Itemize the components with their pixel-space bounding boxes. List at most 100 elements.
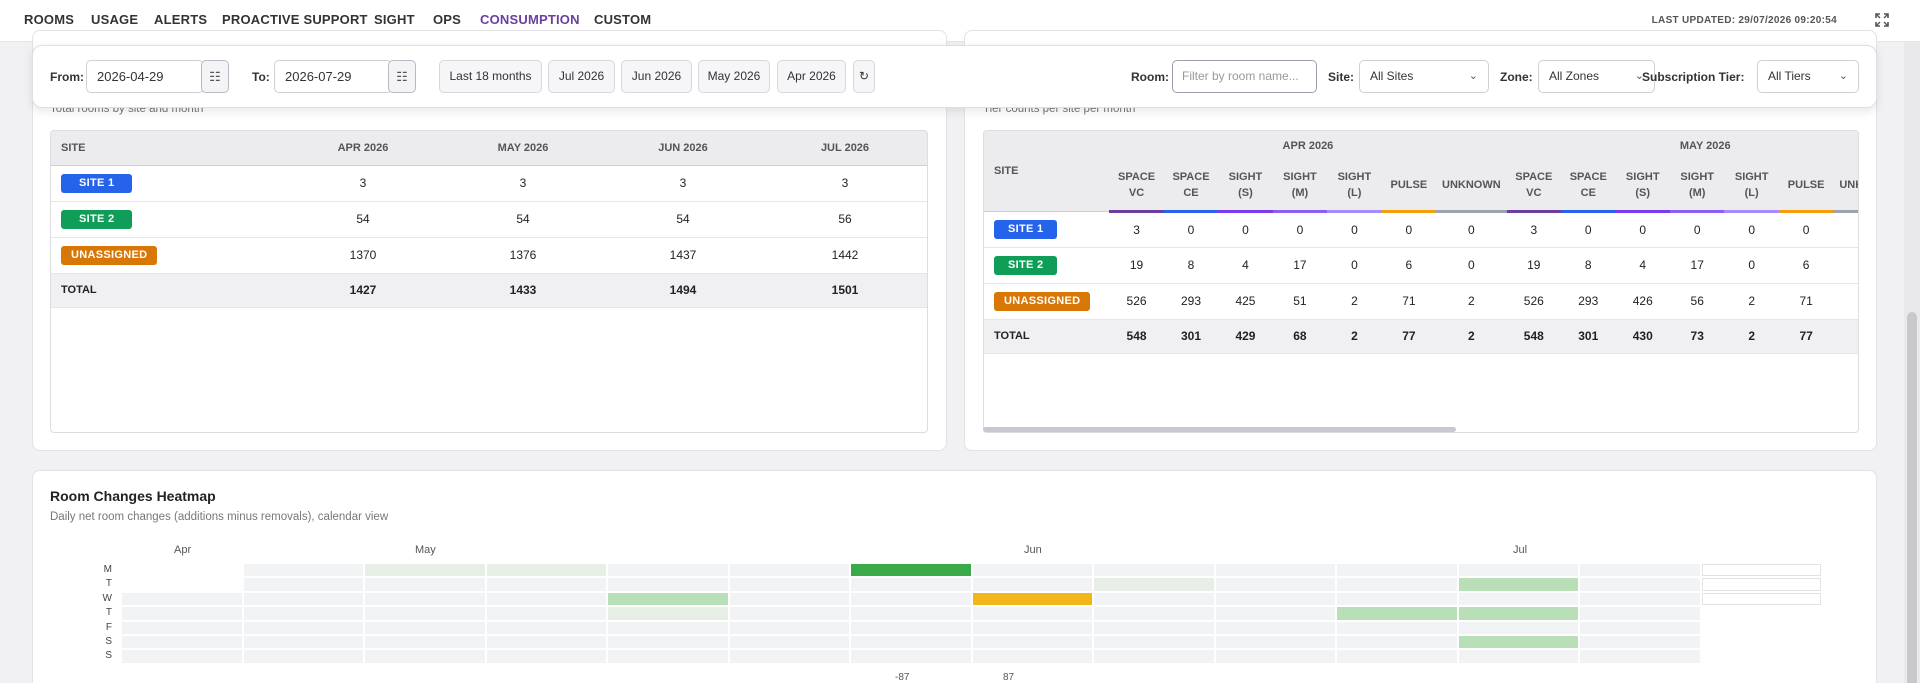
preset-jul-2026-button[interactable]: Jul 2026 [548, 60, 615, 93]
calendar-icon[interactable]: ☷ [388, 60, 416, 93]
heatmap-cell[interactable] [1580, 636, 1700, 649]
heatmap-cell[interactable] [1215, 578, 1335, 591]
heatmap-cell[interactable] [1458, 636, 1578, 649]
refresh-icon[interactable]: ↻ [853, 60, 875, 93]
heatmap-cell[interactable] [1458, 592, 1578, 606]
zone-select[interactable]: All Zones ⌄ [1538, 60, 1655, 93]
heatmap-cell[interactable] [1458, 650, 1578, 663]
tier-select[interactable]: All Tiers ⌄ [1757, 60, 1859, 93]
heatmap-cell[interactable] [1701, 578, 1821, 591]
to-date-input[interactable]: 2026-07-29 [274, 60, 392, 93]
heatmap-cell[interactable] [1337, 621, 1457, 634]
heatmap-cell[interactable] [729, 592, 849, 606]
heatmap-cell[interactable] [1458, 564, 1578, 577]
heatmap-cell[interactable] [122, 636, 242, 649]
heatmap-cell[interactable] [972, 578, 1092, 591]
preset-apr-2026-button[interactable]: Apr 2026 [777, 60, 846, 93]
heatmap-cell[interactable] [122, 621, 242, 634]
tab-custom[interactable]: CUSTOM [594, 12, 652, 27]
preset-last-18-months-button[interactable]: Last 18 months [439, 60, 542, 93]
heatmap-cell[interactable] [486, 636, 606, 649]
heatmap-cell[interactable] [1094, 650, 1214, 663]
heatmap-cell[interactable] [1094, 607, 1214, 620]
heatmap-cell[interactable] [608, 592, 728, 606]
heatmap-cell[interactable] [729, 564, 849, 577]
heatmap-cell[interactable] [243, 607, 363, 620]
tab-alerts[interactable]: ALERTS [154, 12, 208, 27]
heatmap-cell[interactable] [365, 592, 485, 606]
heatmap-cell[interactable] [122, 650, 242, 663]
heatmap-cell[interactable] [365, 564, 485, 577]
heatmap-cell[interactable] [972, 592, 1092, 606]
heatmap-cell[interactable] [851, 650, 971, 663]
preset-may-2026-button[interactable]: May 2026 [698, 60, 770, 93]
heatmap-cell[interactable] [851, 592, 971, 606]
heatmap-cell[interactable] [608, 564, 728, 577]
heatmap-cell[interactable] [122, 607, 242, 620]
heatmap-cell[interactable] [729, 621, 849, 634]
heatmap-cell[interactable] [1337, 578, 1457, 591]
heatmap-cell[interactable] [486, 607, 606, 620]
heatmap-cell[interactable] [972, 607, 1092, 620]
room-filter-input[interactable]: Filter by room name... [1172, 60, 1317, 93]
heatmap-cell[interactable] [1215, 592, 1335, 606]
heatmap-cell[interactable] [972, 636, 1092, 649]
heatmap-cell[interactable] [1580, 650, 1700, 663]
heatmap-cell[interactable] [729, 578, 849, 591]
page-scrollbar[interactable] [1904, 42, 1920, 683]
from-date-input[interactable]: 2026-04-29 [86, 60, 204, 93]
heatmap-cell[interactable] [1701, 564, 1821, 577]
heatmap-cell[interactable] [729, 636, 849, 649]
heatmap-cell[interactable] [608, 650, 728, 663]
tab-sight[interactable]: SIGHT [374, 12, 415, 27]
heatmap-cell[interactable] [608, 607, 728, 620]
heatmap-cell[interactable] [729, 607, 849, 620]
heatmap-cell[interactable] [243, 578, 363, 591]
heatmap-cell[interactable] [1094, 636, 1214, 649]
heatmap-cell[interactable] [243, 636, 363, 649]
calendar-icon[interactable]: ☷ [201, 60, 229, 93]
heatmap-cell[interactable] [1458, 578, 1578, 591]
heatmap-cell[interactable] [365, 607, 485, 620]
heatmap-cell[interactable] [1580, 578, 1700, 591]
heatmap-cell[interactable] [365, 636, 485, 649]
heatmap-cell[interactable] [486, 564, 606, 577]
heatmap-cell[interactable] [1215, 621, 1335, 634]
heatmap-cell[interactable] [1580, 564, 1700, 577]
heatmap-cell[interactable] [608, 578, 728, 591]
heatmap-cell[interactable] [729, 650, 849, 663]
heatmap-cell[interactable] [1337, 564, 1457, 577]
heatmap-cell[interactable] [851, 578, 971, 591]
heatmap-cell[interactable] [365, 621, 485, 634]
heatmap-cell[interactable] [486, 650, 606, 663]
heatmap-cell[interactable] [608, 621, 728, 634]
tab-usage[interactable]: USAGE [91, 12, 139, 27]
heatmap-cell[interactable] [608, 636, 728, 649]
tab-rooms[interactable]: ROOMS [24, 12, 75, 27]
heatmap-cell[interactable] [243, 592, 363, 606]
heatmap-cell[interactable] [851, 564, 971, 577]
heatmap-cell[interactable] [122, 592, 242, 606]
heatmap-cell[interactable] [972, 564, 1092, 577]
heatmap-cell[interactable] [1215, 636, 1335, 649]
heatmap-cell[interactable] [1337, 607, 1457, 620]
heatmap-cell[interactable] [486, 592, 606, 606]
heatmap-cell[interactable] [1580, 607, 1700, 620]
heatmap-cell[interactable] [1094, 592, 1214, 606]
tab-ops[interactable]: OPS [433, 12, 462, 27]
heatmap-cell[interactable] [1580, 592, 1700, 606]
heatmap-cell[interactable] [243, 564, 363, 577]
heatmap-cell[interactable] [972, 621, 1092, 634]
heatmap-cell[interactable] [1458, 621, 1578, 634]
tab-proactive-support[interactable]: PROACTIVE SUPPORT [222, 12, 368, 27]
heatmap-cell[interactable] [1337, 650, 1457, 663]
heatmap-cell[interactable] [1337, 592, 1457, 606]
heatmap-cell[interactable] [1094, 621, 1214, 634]
fullscreen-icon[interactable] [1874, 13, 1890, 29]
heatmap-cell[interactable] [851, 607, 971, 620]
heatmap-cell[interactable] [365, 650, 485, 663]
site-select[interactable]: All Sites ⌄ [1359, 60, 1489, 93]
heatmap-cell[interactable] [1701, 592, 1821, 606]
heatmap-cell[interactable] [1337, 636, 1457, 649]
heatmap-cell[interactable] [1215, 650, 1335, 663]
